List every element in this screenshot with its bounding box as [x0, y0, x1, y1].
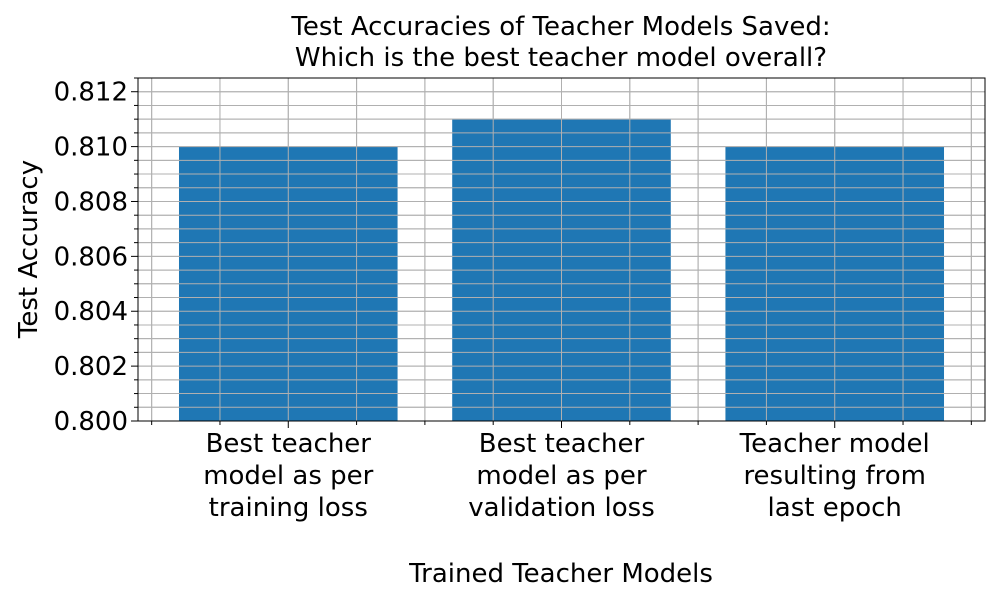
x-tick-label-line: model as per [476, 461, 646, 491]
y-tick-label: 0.808 [54, 187, 128, 217]
y-tick-label: 0.802 [54, 352, 128, 382]
y-tick-label: 0.804 [54, 297, 128, 327]
axes [131, 77, 986, 428]
y-tick-label: 0.806 [54, 242, 128, 272]
x-axis-label: Trained Teacher Models [408, 559, 713, 589]
x-tick-label: Best teacher model as per training loss [203, 429, 373, 523]
y-tick-label: 0.810 [54, 133, 128, 163]
y-tick-label: 0.812 [54, 78, 128, 108]
y-tick-label: 0.800 [54, 407, 128, 437]
x-tick-label-line: resulting from [743, 461, 926, 491]
chart-title: Test Accuracies of Teacher Models Saved:… [290, 12, 830, 73]
chart-title-line: Which is the best teacher model overall? [295, 43, 827, 73]
x-tick-label-line: last epoch [768, 493, 902, 523]
x-tick-label-line: Best teacher [479, 429, 645, 459]
x-tick-label: Teacher model resulting from last epoch [739, 429, 930, 523]
x-tick-label-line: validation loss [468, 493, 655, 523]
plot-frame [137, 77, 986, 422]
x-tick-label: Best teacher model as per validation loss [468, 429, 655, 523]
x-tick-label-line: Teacher model [739, 429, 930, 459]
x-tick-label-line: training loss [209, 493, 368, 523]
x-tick-label-line: model as per [203, 461, 373, 491]
x-tick-label-line: Best teacher [206, 429, 372, 459]
chart-title-line: Test Accuracies of Teacher Models Saved: [290, 12, 830, 42]
tick-labels: 0.800 0.802 0.804 0.806 0.808 0.810 0.812 Best … [54, 78, 930, 523]
y-axis-label: Test Accuracy [14, 160, 44, 339]
